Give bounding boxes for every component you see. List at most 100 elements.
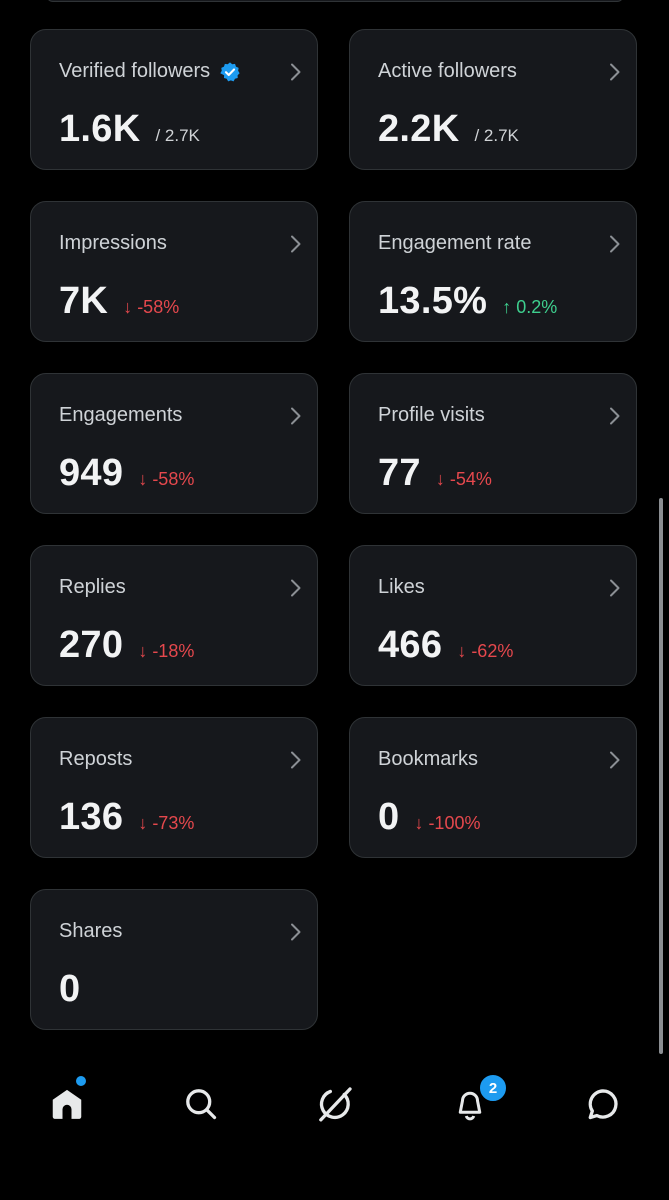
chevron-right-icon [608, 233, 622, 255]
metric-value: 0 [59, 968, 81, 1010]
metric-change: ↓ -62% [457, 641, 513, 662]
chevron-right-icon [608, 405, 622, 427]
metric-card-likes[interactable]: Likes 466 ↓ -62% [349, 545, 637, 686]
metric-label-text: Reposts [59, 748, 133, 770]
metric-label-text: Impressions [59, 232, 167, 254]
metric-label-text: Engagement rate [378, 232, 532, 254]
metric-value: 13.5% [378, 280, 488, 322]
metric-label-text: Shares [59, 920, 123, 942]
chevron-right-icon [289, 749, 303, 771]
metric-label-text: Engagements [59, 404, 183, 426]
chevron-right-icon [289, 577, 303, 599]
metric-value: 0 [378, 796, 400, 838]
metric-card-reposts[interactable]: Reposts 136 ↓ -73% [30, 717, 318, 858]
tab-home[interactable] [43, 1080, 91, 1128]
metric-total: / 2.7K [155, 126, 200, 145]
tab-messages[interactable] [579, 1080, 627, 1128]
metric-label-text: Bookmarks [378, 748, 479, 770]
metric-label-text: Profile visits [378, 404, 485, 426]
home-unread-dot [74, 1074, 88, 1088]
metric-label: Verified followers [59, 60, 241, 83]
arrow-up-icon: ↑ [502, 297, 512, 317]
metric-change: ↑ 0.2% [502, 297, 557, 318]
metric-value: 949 [59, 452, 124, 494]
metric-card-replies[interactable]: Replies 270 ↓ -18% [30, 545, 318, 686]
metric-value-row: 2.2K / 2.7K [378, 108, 519, 151]
scrollbar[interactable] [659, 498, 663, 1054]
metric-change: ↓ -100% [414, 813, 480, 834]
metric-card-active-followers[interactable]: Active followers 2.2K / 2.7K [349, 29, 637, 170]
metric-value-row: 77 ↓ -54% [378, 452, 492, 495]
metric-label: Active followers [378, 60, 517, 83]
notifications-icon [458, 1091, 482, 1121]
metric-value-row: 0 ↓ -100% [378, 796, 480, 839]
arrow-down-icon: ↓ [123, 297, 133, 317]
metric-change-percent: -62% [471, 641, 514, 661]
metrics-grid: Verified followers 1.6K/ 2.7K Active follo… [30, 29, 637, 1030]
metric-value: 466 [378, 624, 443, 666]
metric-label: Bookmarks [378, 748, 478, 771]
metric-value-row: 136 ↓ -73% [59, 796, 194, 839]
arrow-down-icon: ↓ [414, 813, 424, 833]
tab-grok[interactable] [311, 1080, 359, 1128]
metric-card-profile-visits[interactable]: Profile visits 77 ↓ -54% [349, 373, 637, 514]
arrow-down-icon: ↓ [138, 641, 148, 661]
metric-change-percent: -18% [152, 641, 195, 661]
metric-label: Profile visits [378, 404, 485, 427]
metric-card-verified-followers[interactable]: Verified followers 1.6K / 2.7K [30, 29, 318, 170]
metric-change-percent: -54% [449, 469, 492, 489]
metric-value: 270 [59, 624, 124, 666]
metric-value: 136 [59, 796, 124, 838]
metric-value-row: 949 ↓ -58% [59, 452, 194, 495]
messages-icon [588, 1089, 618, 1120]
chevron-right-icon [289, 921, 303, 943]
metric-change-percent: -58% [137, 297, 180, 317]
metric-total: / 2.7K [474, 126, 519, 145]
metric-change-percent: -100% [428, 813, 481, 833]
metric-card-shares[interactable]: Shares 0 [30, 889, 318, 1030]
metric-label: Engagements [59, 404, 182, 427]
metric-card-engagements[interactable]: Engagements 949 ↓ -58% [30, 373, 318, 514]
metric-value: 7K [59, 280, 109, 322]
metric-label: Replies [59, 576, 126, 599]
metric-change: ↓ -73% [138, 813, 194, 834]
arrow-down-icon: ↓ [138, 813, 148, 833]
metric-value-row: 0 [59, 968, 80, 1011]
chevron-right-icon [608, 577, 622, 599]
metric-value: 2.2K [378, 108, 460, 150]
chevron-right-icon [608, 749, 622, 771]
metric-value-row: 270 ↓ -18% [59, 624, 194, 667]
metric-label: Shares [59, 920, 122, 943]
metric-card-engagement-rate[interactable]: Engagement rate 13.5% ↑ 0.2% [349, 201, 637, 342]
tab-notifications[interactable] [446, 1080, 494, 1128]
home-icon [52, 1089, 82, 1119]
metric-change-percent: -73% [152, 813, 195, 833]
metric-change-percent: 0.2% [516, 297, 558, 317]
metric-value-row: 1.6K / 2.7K [59, 108, 200, 151]
metric-label-text: Replies [59, 576, 126, 598]
verified-badge-icon [219, 61, 241, 83]
arrow-down-icon: ↓ [435, 469, 445, 489]
arrow-down-icon: ↓ [138, 469, 148, 489]
chevron-right-icon [289, 405, 303, 427]
metric-label: Impressions [59, 232, 167, 255]
metric-change: ↓ -54% [436, 469, 492, 490]
metric-value: 77 [378, 452, 421, 494]
chevron-right-icon [289, 233, 303, 255]
metric-label: Likes [378, 576, 425, 599]
metric-card-impressions[interactable]: Impressions 7K ↓ -58% [30, 201, 318, 342]
metric-value: 1.6K [59, 108, 141, 150]
metric-label-text: Likes [378, 576, 425, 598]
chevron-right-icon [289, 61, 303, 83]
metric-label: Reposts [59, 748, 132, 771]
metric-value-row: 13.5% ↑ 0.2% [378, 280, 557, 323]
metric-change: ↓ -58% [123, 297, 179, 318]
metric-change: ↓ -18% [138, 641, 194, 662]
metric-change-percent: -58% [152, 469, 195, 489]
tab-search[interactable] [177, 1080, 225, 1128]
metric-change: ↓ -58% [138, 469, 194, 490]
metric-label-text: Active followers [378, 60, 517, 82]
bottom-tab-bar: 2 [0, 1060, 669, 1200]
metric-card-bookmarks[interactable]: Bookmarks 0 ↓ -100% [349, 717, 637, 858]
chevron-right-icon [608, 61, 622, 83]
